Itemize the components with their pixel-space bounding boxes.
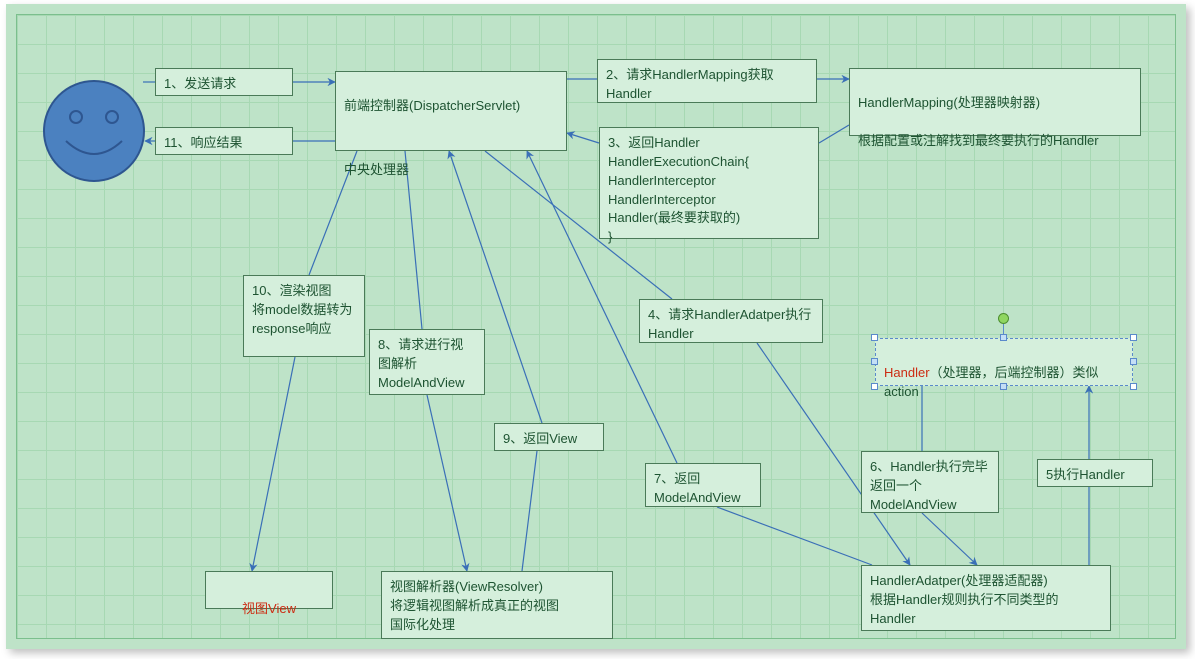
edge-label-10: 10、渲染视图 将model数据转为response响应 (243, 275, 365, 357)
sel-handle-sw[interactable] (871, 383, 878, 390)
sel-handle-ne[interactable] (1130, 334, 1137, 341)
edge-label-2: 2、请求HandlerMapping获取Handler (597, 59, 817, 103)
node-view[interactable]: 视图View (205, 571, 333, 609)
sel-handle-se[interactable] (1130, 383, 1137, 390)
rotation-handle[interactable] (998, 313, 1009, 324)
node-handler-adapter[interactable]: HandlerAdatper(处理器适配器) 根据Handler规则执行不同类型… (861, 565, 1111, 631)
diagram-canvas[interactable]: 1、发送请求 11、响应结果 前端控制器(DispatcherServlet) … (16, 14, 1176, 639)
page-root: 1、发送请求 11、响应结果 前端控制器(DispatcherServlet) … (0, 0, 1195, 659)
handler-red-label: Handler (884, 365, 930, 380)
canvas-shadow: 1、发送请求 11、响应结果 前端控制器(DispatcherServlet) … (6, 4, 1186, 649)
sel-handle-e[interactable] (1130, 358, 1137, 365)
node-handler-mapping[interactable]: HandlerMapping(处理器映射器) 根据配置或注解找到最终要执行的Ha… (849, 68, 1141, 136)
edge-label-1: 1、发送请求 (155, 68, 293, 96)
node-handler-selected[interactable]: Handler（处理器，后端控制器）类似action (875, 338, 1133, 386)
sel-handle-s[interactable] (1000, 383, 1007, 390)
mapping-line1: HandlerMapping(处理器映射器) (858, 94, 1132, 113)
edge-label-6: 6、Handler执行完毕返回一个ModelAndView (861, 451, 999, 513)
node-view-resolver[interactable]: 视图解析器(ViewResolver) 将逻辑视图解析成真正的视图 国际化处理 (381, 571, 613, 639)
edge-label-3: 3、返回Handler HandlerExecutionChain{ Handl… (599, 127, 819, 239)
edge-label-7: 7、返回 ModelAndView (645, 463, 761, 507)
dispatcher-line2: 中央处理器 (344, 161, 558, 180)
edge-label-9: 9、返回View (494, 423, 604, 451)
node-dispatcher[interactable]: 前端控制器(DispatcherServlet) 中央处理器 (335, 71, 567, 151)
view-label: 视图View (242, 601, 296, 616)
mapping-line2: 根据配置或注解找到最终要执行的Handler (858, 132, 1132, 151)
edge-label-5: 5执行Handler (1037, 459, 1153, 487)
edge-label-8: 8、请求进行视图解析ModelAndView (369, 329, 485, 395)
edge-label-4: 4、请求HandlerAdatper执行Handler (639, 299, 823, 343)
dispatcher-line1: 前端控制器(DispatcherServlet) (344, 97, 558, 116)
edge-label-11: 11、响应结果 (155, 127, 293, 155)
sel-handle-nw[interactable] (871, 334, 878, 341)
sel-handle-n[interactable] (1000, 334, 1007, 341)
sel-handle-w[interactable] (871, 358, 878, 365)
